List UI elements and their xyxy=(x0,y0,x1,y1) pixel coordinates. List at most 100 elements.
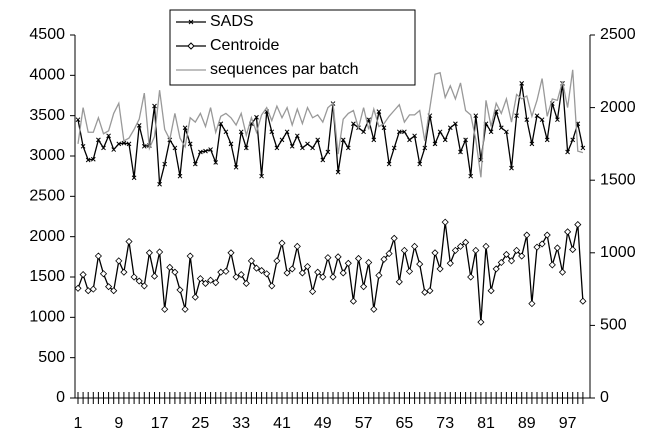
legend-marker xyxy=(188,19,194,25)
diamond-marker xyxy=(324,254,332,262)
x-marker xyxy=(141,143,147,149)
diamond-marker xyxy=(492,265,500,273)
y2-tick-label: 500 xyxy=(600,317,627,334)
legend-label: sequences par batch xyxy=(210,61,359,78)
diamond-marker xyxy=(130,273,138,281)
diamond-marker xyxy=(477,318,485,326)
diamond-marker xyxy=(319,273,327,281)
x-marker xyxy=(396,129,402,135)
diamond-marker xyxy=(354,254,363,263)
y-tick-label: 500 xyxy=(38,349,65,366)
diamond-marker xyxy=(482,242,490,250)
diamond-marker xyxy=(548,261,556,269)
y2-tick-label: 1000 xyxy=(600,244,636,261)
x-marker xyxy=(101,145,106,151)
x-marker xyxy=(213,160,219,165)
x-marker xyxy=(233,164,239,170)
x-tick-label: 57 xyxy=(355,415,373,432)
x-tick-label: 73 xyxy=(436,415,454,432)
x-marker xyxy=(300,145,305,151)
x-marker xyxy=(85,157,91,163)
diamond-marker xyxy=(513,246,521,254)
x-marker xyxy=(136,122,142,128)
x-marker xyxy=(126,141,132,147)
diamond-marker xyxy=(232,273,240,281)
x-marker xyxy=(504,129,509,135)
x-marker xyxy=(90,156,96,162)
x-marker xyxy=(565,149,570,155)
x-marker xyxy=(458,149,463,155)
diamond-marker xyxy=(553,244,561,252)
diamond-marker xyxy=(421,288,429,296)
diamond-marker xyxy=(135,277,143,285)
x-marker xyxy=(106,133,111,139)
x-marker xyxy=(473,113,479,119)
diamond-marker xyxy=(329,273,337,281)
x-marker xyxy=(325,149,331,155)
diamond-marker xyxy=(298,269,306,277)
x-marker xyxy=(386,161,392,167)
x-marker xyxy=(437,129,443,135)
diamond-marker xyxy=(99,270,108,278)
x-marker xyxy=(447,125,453,131)
diamond-marker xyxy=(252,264,261,272)
x-marker xyxy=(468,173,474,179)
x-marker xyxy=(544,137,550,143)
diamond-marker xyxy=(268,282,276,290)
x-marker xyxy=(116,141,122,147)
x-marker xyxy=(529,141,535,147)
diamond-marker xyxy=(533,243,541,251)
y-tick-label: 0 xyxy=(56,389,65,406)
y2-tick-label: 0 xyxy=(600,389,609,406)
x-marker xyxy=(269,129,275,135)
x-marker xyxy=(284,129,290,135)
x-marker xyxy=(152,103,157,109)
y-tick-label: 4500 xyxy=(29,26,65,43)
diamond-marker xyxy=(120,268,128,276)
diamond-marker xyxy=(390,234,398,242)
y2-tick-label: 2000 xyxy=(600,99,636,116)
diamond-marker xyxy=(416,260,424,268)
diamond-marker xyxy=(344,259,352,267)
x-marker xyxy=(177,173,183,179)
diamond-marker xyxy=(156,248,164,256)
diamond-marker xyxy=(339,269,347,277)
x-marker xyxy=(412,133,417,139)
x-marker xyxy=(162,161,168,167)
x-tick-label: 9 xyxy=(114,415,123,432)
diamond-marker xyxy=(538,240,546,248)
x-marker xyxy=(131,175,137,181)
legend-box xyxy=(169,9,416,86)
x-marker xyxy=(570,137,576,143)
x-marker xyxy=(463,137,468,143)
x-tick-label: 81 xyxy=(477,415,495,432)
diamond-marker xyxy=(237,271,245,279)
diamond-marker xyxy=(349,297,357,305)
x-tick-label: 17 xyxy=(151,415,169,432)
x-marker xyxy=(208,147,213,152)
diamond-marker xyxy=(497,258,505,267)
diamond-marker xyxy=(385,250,393,258)
x-marker xyxy=(198,149,203,155)
x-marker xyxy=(254,114,259,120)
x-marker xyxy=(121,140,127,146)
diamond-marker xyxy=(191,293,199,301)
diamond-marker xyxy=(456,242,465,250)
diamond-marker xyxy=(472,246,480,254)
x-marker xyxy=(203,148,208,154)
diamond-marker xyxy=(222,267,230,275)
x-marker xyxy=(381,125,387,131)
diamond-marker xyxy=(405,267,414,275)
x-marker xyxy=(75,117,81,123)
x-marker xyxy=(376,109,382,114)
x-marker xyxy=(305,141,310,147)
x-tick-label: 49 xyxy=(314,415,332,432)
y-tick-label: 1500 xyxy=(29,268,65,285)
diamond-marker xyxy=(467,273,475,281)
diamond-marker xyxy=(125,237,133,246)
x-marker xyxy=(187,141,193,147)
diamond-marker xyxy=(523,231,531,239)
x-marker xyxy=(488,129,494,135)
x-marker xyxy=(498,125,504,131)
diamond-marker xyxy=(79,271,87,279)
